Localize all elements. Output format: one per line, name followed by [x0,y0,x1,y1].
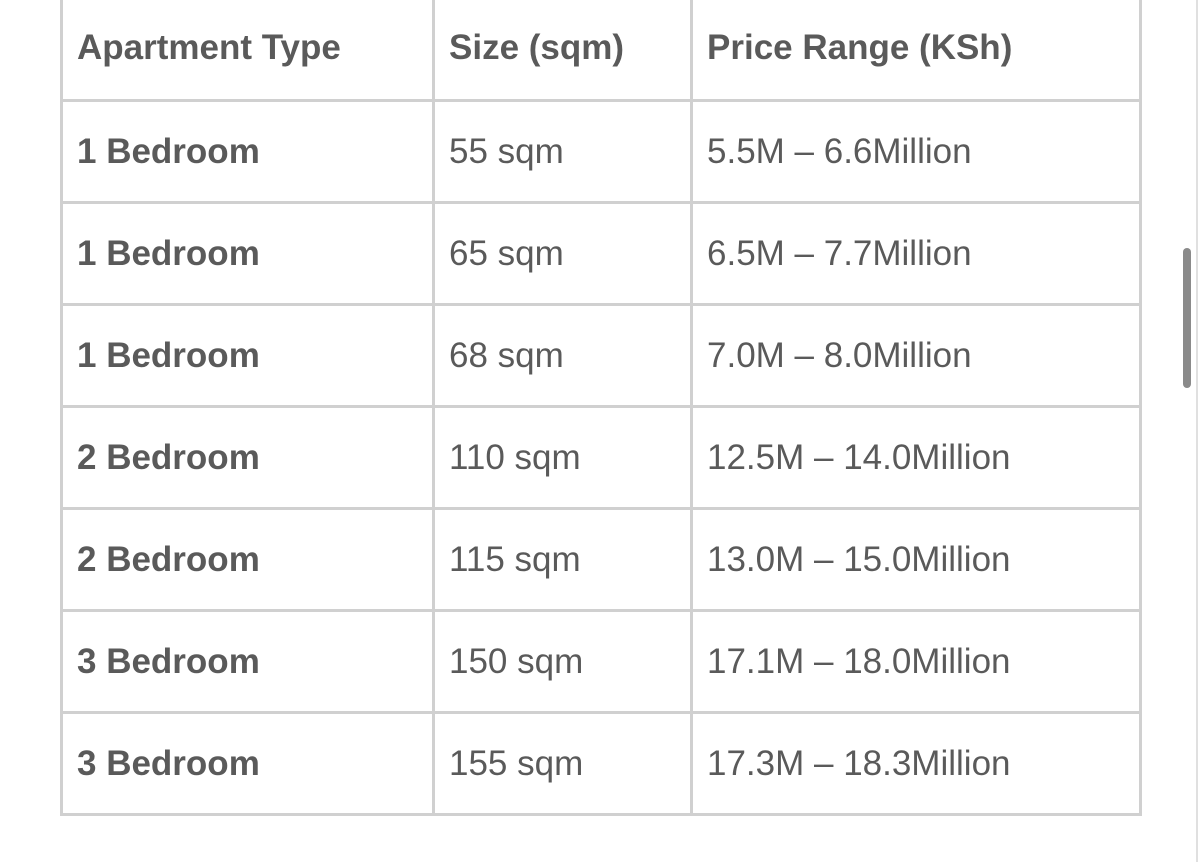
cell-price-range: 17.3M – 18.3Million [690,711,1142,816]
header-price-range: Price Range (KSh) [690,0,1142,102]
table-header-row: Apartment Type Size (sqm) Price Range (K… [60,0,1142,102]
table-row: 1 Bedroom 65 sqm 6.5M – 7.7Million [60,201,1142,306]
cell-size: 115 sqm [432,507,693,612]
cell-size: 155 sqm [432,711,693,816]
vertical-scrollbar-thumb[interactable] [1183,248,1191,388]
cell-size: 65 sqm [432,201,693,306]
table-row: 1 Bedroom 68 sqm 7.0M – 8.0Million [60,303,1142,408]
cell-size: 68 sqm [432,303,693,408]
header-apartment-type: Apartment Type [60,0,435,102]
cell-size: 55 sqm [432,99,693,204]
cell-price-range: 17.1M – 18.0Million [690,609,1142,714]
cell-apartment-type: 3 Bedroom [60,711,435,816]
cell-apartment-type: 2 Bedroom [60,405,435,510]
cell-apartment-type: 2 Bedroom [60,507,435,612]
cell-price-range: 7.0M – 8.0Million [690,303,1142,408]
cell-apartment-type: 1 Bedroom [60,99,435,204]
table-row: 2 Bedroom 110 sqm 12.5M – 14.0Million [60,405,1142,510]
cell-size: 110 sqm [432,405,693,510]
cell-price-range: 13.0M – 15.0Million [690,507,1142,612]
cell-apartment-type: 1 Bedroom [60,201,435,306]
cell-apartment-type: 1 Bedroom [60,303,435,408]
page-edge-divider [1196,0,1198,862]
table-row: 1 Bedroom 55 sqm 5.5M – 6.6Million [60,99,1142,204]
table-row: 2 Bedroom 115 sqm 13.0M – 15.0Million [60,507,1142,612]
cell-price-range: 5.5M – 6.6Million [690,99,1142,204]
cell-apartment-type: 3 Bedroom [60,609,435,714]
cell-price-range: 6.5M – 7.7Million [690,201,1142,306]
cell-size: 150 sqm [432,609,693,714]
cell-price-range: 12.5M – 14.0Million [690,405,1142,510]
apartment-price-table: Apartment Type Size (sqm) Price Range (K… [60,0,1142,816]
table-row: 3 Bedroom 155 sqm 17.3M – 18.3Million [60,711,1142,816]
header-size: Size (sqm) [432,0,693,102]
table-row: 3 Bedroom 150 sqm 17.1M – 18.0Million [60,609,1142,714]
